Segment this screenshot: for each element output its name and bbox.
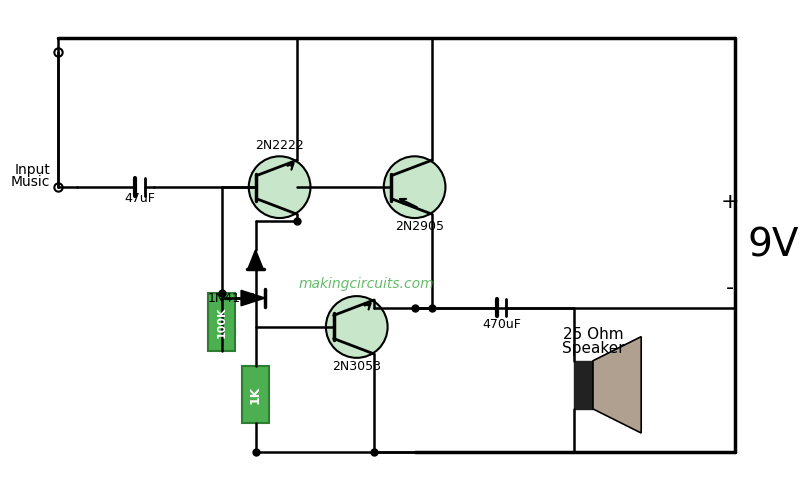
Circle shape [249, 156, 310, 218]
Text: 100K: 100K [217, 306, 227, 338]
Text: 470uF: 470uF [482, 318, 520, 331]
Text: -: - [726, 278, 734, 299]
Text: 2N2222: 2N2222 [255, 139, 304, 152]
Bar [209, 293, 235, 351]
Polygon shape [593, 337, 641, 433]
Circle shape [326, 296, 387, 358]
Text: 9V: 9V [747, 226, 799, 264]
Text: Input: Input [14, 163, 51, 177]
Text: 2N2905: 2N2905 [395, 220, 444, 233]
Circle shape [383, 156, 445, 218]
Bar [242, 365, 269, 423]
Polygon shape [248, 250, 263, 269]
Text: 47uF: 47uF [124, 191, 156, 205]
Text: 1N4148: 1N4148 [207, 292, 256, 304]
Polygon shape [241, 290, 265, 306]
Text: 1K: 1K [249, 385, 262, 404]
Text: makingcircuits.com: makingcircuits.com [299, 276, 435, 291]
Text: Speaker: Speaker [561, 341, 624, 356]
Text: 2N3053: 2N3053 [332, 360, 381, 373]
Text: 25 Ohm: 25 Ohm [563, 327, 623, 342]
Text: Music: Music [10, 175, 51, 190]
Bar [573, 361, 593, 409]
Text: +: + [720, 191, 739, 212]
